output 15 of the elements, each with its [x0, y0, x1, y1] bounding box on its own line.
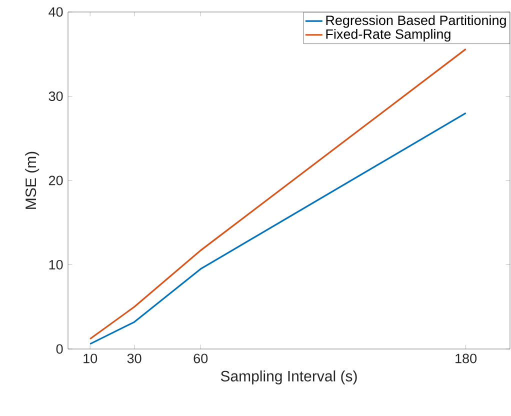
y-tick-label: 40 — [48, 7, 63, 17]
y-axis-title: MSE (m) — [25, 152, 40, 209]
x-tick-label: 180 — [456, 354, 477, 364]
x-tick-label: 30 — [127, 354, 142, 364]
legend-label: Regression Based Partitioning — [326, 15, 506, 28]
y-tick-label: 30 — [48, 91, 63, 102]
y-tick-label: 10 — [49, 260, 63, 270]
legend-label: Fixed-Rate Sampling — [326, 28, 450, 42]
y-tick-label: 20 — [48, 176, 63, 186]
line-series — [89, 48, 467, 340]
x-tick-label: 60 — [194, 354, 208, 364]
x-tick-label: 10 — [84, 354, 98, 364]
y-tick-label: 0 — [56, 344, 63, 354]
line-series — [89, 112, 467, 345]
x-axis-title: Sampling Interval (s) — [220, 370, 357, 384]
